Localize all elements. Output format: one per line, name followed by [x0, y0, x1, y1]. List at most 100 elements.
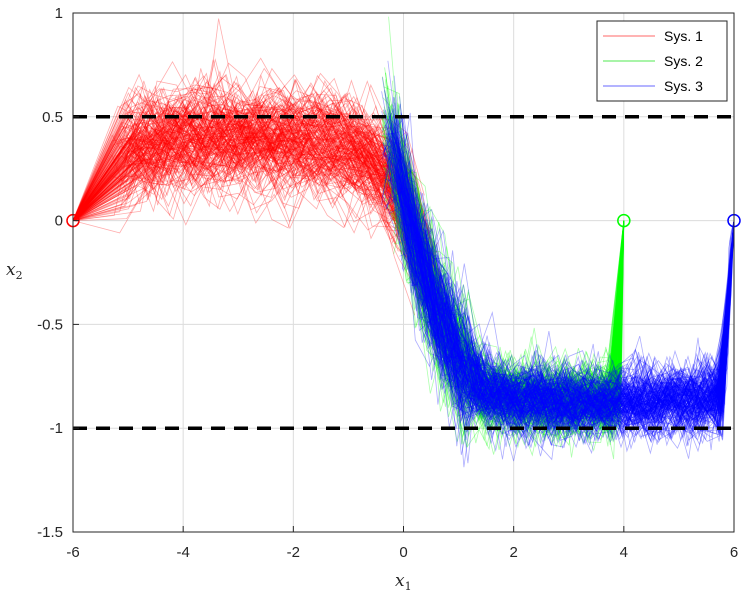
- trajectory-line: [72, 110, 424, 249]
- trajectory-line: [383, 155, 735, 423]
- trajectory-line: [401, 206, 735, 440]
- trajectory-line: [72, 84, 433, 278]
- trajectory-line: [389, 168, 735, 431]
- trajectory-line: [397, 198, 625, 438]
- y-tick-label: -1: [50, 420, 63, 437]
- trajectory-line: [400, 220, 735, 439]
- trajectory-line: [405, 220, 735, 449]
- trajectory-line: [395, 179, 735, 433]
- trajectory-line: [394, 214, 625, 426]
- trajectory-line: [72, 18, 434, 277]
- trajectory-line: [393, 173, 625, 447]
- y-tick-label: 0.5: [42, 109, 63, 126]
- trajectory-line: [72, 121, 431, 334]
- trajectory-line: [72, 78, 433, 287]
- trajectory-line: [395, 169, 735, 436]
- trajectory-line: [402, 214, 625, 420]
- trajectory-line: [72, 76, 435, 288]
- trajectory-line: [397, 169, 625, 418]
- trajectory-line: [396, 167, 625, 437]
- trajectory-line: [394, 163, 735, 426]
- trajectory-line: [72, 114, 444, 328]
- trajectory-line: [393, 116, 735, 428]
- trajectory-line: [408, 209, 735, 445]
- trajectory-line: [397, 140, 735, 433]
- trajectory-line: [72, 98, 418, 239]
- trajectory-line: [72, 60, 438, 254]
- trajectory-line: [394, 160, 625, 444]
- x-tick-label: 6: [730, 544, 738, 561]
- trajectory-line: [404, 134, 625, 432]
- trajectory-line: [391, 127, 735, 432]
- trajectory-line: [72, 119, 422, 289]
- trajectory-line: [404, 220, 625, 438]
- trajectory-line: [72, 97, 418, 231]
- trajectory-line: [72, 109, 411, 233]
- trajectory-line: [391, 173, 625, 434]
- trajectory-line: [72, 112, 421, 268]
- trajectory-line: [392, 104, 735, 419]
- trajectory-line: [72, 94, 427, 294]
- trajectory-line: [72, 129, 416, 249]
- trajectory-line: [72, 72, 416, 228]
- trajectory-line: [387, 134, 735, 447]
- trajectory-line: [405, 167, 735, 448]
- trajectory-line: [72, 113, 448, 372]
- trajectory-line: [389, 180, 735, 447]
- x-tick-label: 0: [399, 544, 407, 561]
- trajectory-line: [399, 124, 625, 419]
- trajectory-line: [72, 163, 416, 316]
- trajectory-line: [406, 220, 735, 417]
- trajectory-line: [399, 178, 735, 430]
- trajectory-line: [389, 136, 625, 426]
- trajectory-line: [72, 98, 416, 236]
- trajectory-line: [387, 133, 735, 430]
- trajectory-line: [399, 154, 625, 439]
- trajectory-line: [72, 113, 447, 310]
- trajectory-line: [382, 141, 625, 434]
- trajectory-line: [400, 174, 735, 428]
- trajectory-line: [382, 178, 625, 437]
- trajectory-line: [72, 77, 432, 241]
- trajectory-line: [387, 136, 625, 415]
- trajectory-line: [405, 150, 625, 433]
- trajectory-line: [72, 104, 415, 278]
- trajectory-line: [381, 120, 735, 438]
- trajectory-line: [391, 184, 735, 431]
- trajectory-line: [403, 185, 625, 420]
- trajectory-line: [72, 120, 427, 261]
- trajectory-line: [72, 85, 422, 243]
- trajectory-line: [393, 201, 625, 432]
- trajectory-line: [389, 126, 735, 437]
- trajectory-line: [72, 101, 429, 313]
- trajectory-line: [397, 173, 735, 437]
- series-2: [381, 16, 625, 460]
- trajectory-line: [389, 182, 625, 437]
- trajectory-line: [397, 161, 735, 422]
- trajectory-line: [384, 79, 625, 429]
- trajectory-line: [381, 91, 735, 433]
- x-tick-label: -2: [287, 544, 300, 561]
- trajectory-line: [395, 164, 735, 426]
- trajectory-line: [72, 88, 450, 320]
- trajectory-line: [401, 220, 735, 436]
- trajectory-line: [72, 101, 426, 269]
- trajectory-line: [72, 91, 421, 236]
- trajectory-line: [393, 115, 735, 426]
- trajectory-line: [394, 184, 735, 440]
- trajectory-line: [72, 129, 423, 247]
- trajectory-line: [392, 168, 735, 436]
- trajectory-line: [391, 113, 625, 436]
- trajectory-line: [407, 215, 625, 438]
- trajectory-line: [397, 147, 735, 441]
- trajectory-line: [404, 176, 625, 422]
- trajectory-line: [72, 131, 421, 295]
- trajectory-line: [404, 165, 625, 427]
- trajectory-line: [72, 118, 435, 287]
- trajectory-line: [385, 141, 735, 434]
- x-tick-label: 4: [620, 544, 628, 561]
- trajectory-line: [72, 98, 422, 236]
- trajectory-line: [404, 163, 625, 441]
- trajectory-line: [392, 174, 625, 446]
- trajectory-line: [72, 144, 433, 320]
